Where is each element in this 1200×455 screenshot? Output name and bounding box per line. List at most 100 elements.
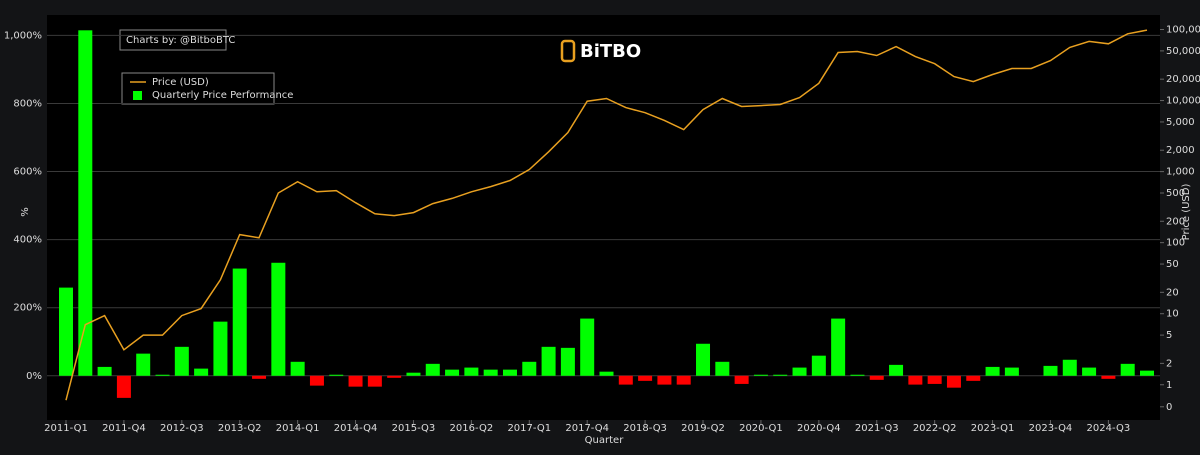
y2-tick-label: 1,000 xyxy=(1166,167,1195,178)
x-tick-label: 2011-Q1 xyxy=(44,423,88,434)
y2-tick-label: 2,000 xyxy=(1166,145,1195,156)
bar xyxy=(811,355,826,376)
bar xyxy=(773,374,788,376)
bar xyxy=(155,374,170,376)
y-tick-label: 0% xyxy=(26,371,42,382)
bar xyxy=(348,375,363,387)
bar xyxy=(59,287,73,376)
y-tick-label: 800% xyxy=(13,98,42,109)
y-tick-label: 600% xyxy=(13,167,42,178)
y2-tick-label: 10 xyxy=(1166,309,1179,320)
x-tick-label: 2011-Q4 xyxy=(102,423,146,434)
x-tick-label: 2015-Q3 xyxy=(392,423,436,434)
bar xyxy=(927,375,942,384)
brand-logo: BiTBO xyxy=(560,39,641,63)
bar xyxy=(792,367,807,376)
bar xyxy=(1004,367,1019,376)
y2-tick-label: 0 xyxy=(1166,402,1172,413)
legend-box xyxy=(121,72,275,105)
legend-swatch xyxy=(133,91,142,100)
x-tick-label: 2014-Q4 xyxy=(334,423,378,434)
brand-icon xyxy=(560,39,576,63)
bar xyxy=(696,343,711,376)
x-tick-label: 2014-Q1 xyxy=(276,423,320,434)
bar xyxy=(271,262,286,376)
bar xyxy=(309,375,324,386)
legend-label: Price (USD) xyxy=(152,77,209,88)
x-tick-label: 2019-Q2 xyxy=(681,423,725,434)
bar xyxy=(425,363,440,376)
x-tick-label: 2012-Q3 xyxy=(160,423,204,434)
bar xyxy=(831,318,846,376)
y2-tick-label: 100,000 xyxy=(1166,25,1200,36)
y-axis-label: % xyxy=(20,207,31,217)
bar xyxy=(560,347,575,376)
bar xyxy=(483,369,498,376)
bar xyxy=(1101,375,1116,379)
bar xyxy=(638,375,653,381)
bar xyxy=(618,375,633,385)
y-tick-label: 1,000% xyxy=(4,30,42,41)
bar xyxy=(232,268,247,376)
bar xyxy=(676,375,691,385)
bar xyxy=(715,361,730,376)
bar xyxy=(908,375,923,385)
y2-tick-label: 20 xyxy=(1166,287,1179,298)
y2-tick-label: 2 xyxy=(1166,358,1172,369)
bar xyxy=(136,353,151,376)
x-tick-label: 2022-Q2 xyxy=(913,423,957,434)
x-tick-label: 2023-Q4 xyxy=(1029,423,1073,434)
x-tick-label: 2020-Q4 xyxy=(797,423,841,434)
x-tick-label: 2016-Q2 xyxy=(450,423,494,434)
x-tick-label: 2017-Q4 xyxy=(565,423,609,434)
x-tick-label: 2024-Q3 xyxy=(1087,423,1131,434)
y2-tick-label: 500 xyxy=(1166,188,1185,199)
bar xyxy=(252,375,267,379)
y-tick-label: 400% xyxy=(13,235,42,246)
bar xyxy=(445,369,460,376)
bar xyxy=(329,374,344,376)
x-tick-label: 2020-Q1 xyxy=(739,423,783,434)
bar xyxy=(97,366,112,376)
x-axis-label: Quarter xyxy=(585,435,625,446)
credit: Charts by: @BitboBTC xyxy=(126,35,235,46)
bar xyxy=(522,361,537,376)
bar xyxy=(541,346,556,376)
bar xyxy=(1140,370,1154,376)
y2-tick-label: 20,000 xyxy=(1166,74,1200,85)
bar xyxy=(464,367,479,376)
y2-axis-label: Price (USD) xyxy=(1181,184,1192,241)
y2-tick-label: 50,000 xyxy=(1166,46,1200,57)
bar xyxy=(194,368,209,376)
bar xyxy=(850,374,865,376)
y2-tick-label: 5 xyxy=(1166,330,1172,341)
x-tick-label: 2023-Q1 xyxy=(971,423,1015,434)
bar xyxy=(946,375,961,388)
bar xyxy=(869,375,884,380)
bar xyxy=(1062,359,1077,376)
x-tick-label: 2017-Q1 xyxy=(507,423,551,434)
legend-label: Quarterly Price Performance xyxy=(152,90,293,101)
y2-tick-label: 5,000 xyxy=(1166,117,1195,128)
bar xyxy=(889,364,904,376)
bar xyxy=(174,346,189,376)
bar xyxy=(1120,363,1135,376)
x-tick-label: 2013-Q2 xyxy=(218,423,262,434)
bar xyxy=(406,372,421,376)
bar xyxy=(734,375,749,384)
y2-tick-label: 1 xyxy=(1166,380,1172,391)
y2-tick-label: 100 xyxy=(1166,238,1185,249)
bar xyxy=(985,366,1000,376)
brand-text: BiTBO xyxy=(580,41,641,62)
bar xyxy=(213,321,228,376)
bar xyxy=(290,361,305,376)
y-tick-label: 200% xyxy=(13,303,42,314)
bar xyxy=(1082,367,1097,376)
y2-tick-label: 200 xyxy=(1166,216,1185,227)
y2-tick-label: 10,000 xyxy=(1166,96,1200,107)
price-line xyxy=(65,29,1148,401)
bar xyxy=(1043,365,1058,376)
bar xyxy=(502,369,517,376)
